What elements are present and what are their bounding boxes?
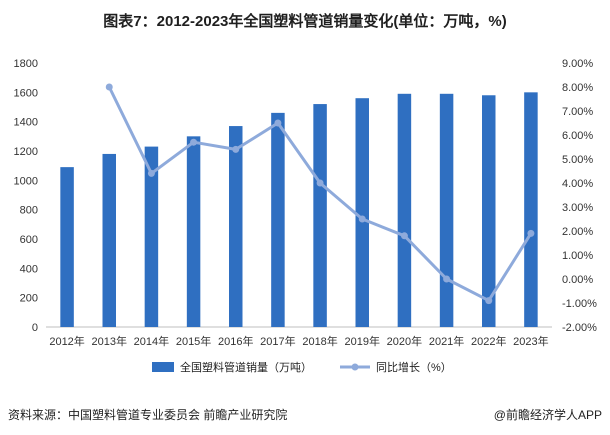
y-right-tick-label: -1.00% bbox=[562, 298, 597, 310]
growth-point bbox=[232, 145, 240, 153]
source-note: 资料来源：中国塑料管道专业委员会 前瞻产业研究院 bbox=[8, 408, 288, 422]
growth-point bbox=[147, 169, 155, 177]
bar bbox=[229, 126, 243, 327]
bar bbox=[186, 136, 201, 327]
y-right-tick-label: 9.00% bbox=[562, 58, 593, 70]
x-tick-label: 2022年 bbox=[471, 334, 506, 348]
y-left-tick-label: 400 bbox=[20, 263, 38, 275]
x-tick-label: 2018年 bbox=[302, 334, 337, 348]
bar bbox=[524, 92, 538, 327]
y-left-tick-label: 0 bbox=[32, 322, 38, 334]
chart-title: 图表7：2012-2023年全国塑料管道销量变化(单位：万吨，%) bbox=[103, 13, 507, 30]
growth-point bbox=[443, 275, 451, 283]
legend-bar-label: 全国塑料管道销量（万吨） bbox=[180, 360, 312, 374]
y-left-tick-label: 1200 bbox=[14, 146, 38, 158]
y-right-tick-label: 7.00% bbox=[562, 106, 593, 118]
x-tick-label: 2017年 bbox=[260, 334, 295, 348]
y-left-tick-label: 800 bbox=[20, 205, 38, 217]
growth-point bbox=[105, 83, 113, 91]
bar bbox=[60, 167, 74, 327]
y-left-tick-label: 1400 bbox=[14, 117, 38, 129]
y-right-tick-label: 5.00% bbox=[562, 154, 593, 166]
bar bbox=[397, 93, 412, 327]
growth-point bbox=[190, 138, 198, 146]
x-tick-label: 2013年 bbox=[92, 334, 127, 348]
bar bbox=[313, 104, 327, 327]
growth-point bbox=[358, 215, 366, 223]
growth-point bbox=[316, 179, 324, 187]
x-tick-label: 2023年 bbox=[513, 334, 548, 348]
y-right-tick-label: 1.00% bbox=[562, 250, 593, 262]
growth-point bbox=[485, 297, 493, 305]
bar bbox=[439, 93, 454, 327]
credit-note: @前瞻经济学人APP bbox=[493, 408, 602, 422]
y-right-tick-label: 6.00% bbox=[562, 130, 593, 142]
y-right-tick-label: 3.00% bbox=[562, 202, 593, 214]
y-right-tick-label: 8.00% bbox=[562, 82, 593, 94]
x-tick-label: 2014年 bbox=[134, 334, 169, 348]
growth-point bbox=[527, 229, 535, 237]
bar bbox=[102, 153, 116, 327]
legend-line-label: 同比增长（%） bbox=[376, 360, 452, 374]
x-tick-label: 2016年 bbox=[218, 334, 253, 348]
bar bbox=[144, 146, 159, 327]
x-tick-label: 2019年 bbox=[345, 334, 380, 348]
bar bbox=[271, 112, 285, 327]
y-left-tick-label: 600 bbox=[20, 234, 38, 246]
y-right-tick-label: 2.00% bbox=[562, 226, 593, 238]
y-left-tick-label: 1600 bbox=[14, 87, 38, 99]
y-left-tick-label: 1800 bbox=[14, 58, 38, 70]
y-right-tick-label: 0.00% bbox=[562, 274, 593, 286]
x-tick-label: 2021年 bbox=[429, 334, 464, 348]
growth-point bbox=[274, 119, 282, 127]
bar bbox=[482, 95, 496, 328]
x-tick-label: 2020年 bbox=[387, 334, 422, 348]
legend-line-marker bbox=[351, 363, 359, 371]
legend-bar-swatch bbox=[152, 362, 174, 372]
y-left-tick-label: 200 bbox=[20, 293, 38, 305]
x-tick-label: 2012年 bbox=[49, 334, 84, 348]
y-left-tick-label: 1000 bbox=[14, 175, 38, 187]
y-right-tick-label: 4.00% bbox=[562, 178, 593, 190]
growth-point bbox=[400, 232, 408, 240]
y-right-tick-label: -2.00% bbox=[562, 322, 597, 334]
x-tick-label: 2015年 bbox=[176, 334, 211, 348]
bar bbox=[355, 98, 369, 327]
